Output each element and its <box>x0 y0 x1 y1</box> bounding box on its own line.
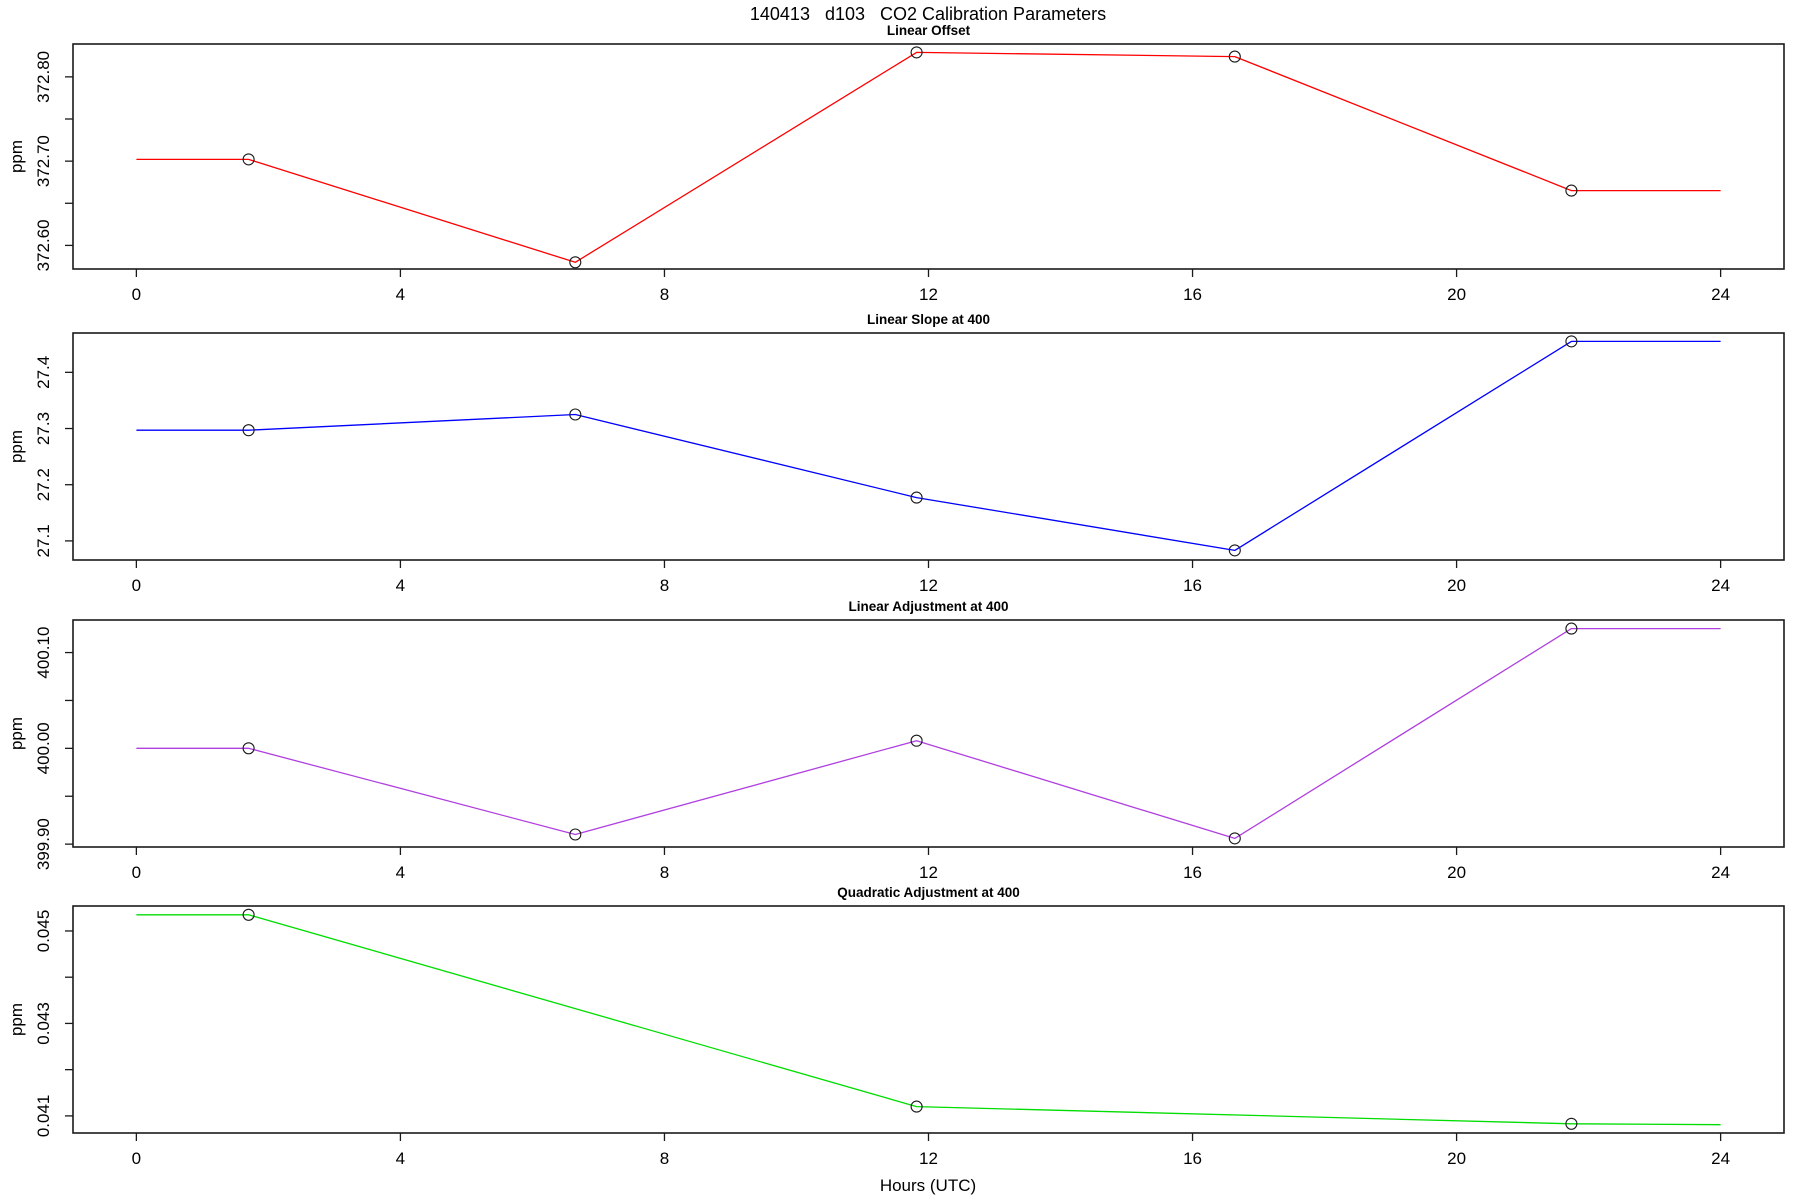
x-tick-label: 24 <box>1711 1149 1730 1168</box>
data-point-marker <box>1228 544 1241 557</box>
x-tick-label: 0 <box>132 285 141 304</box>
data-point-marker <box>1228 832 1241 845</box>
data-point-marker <box>242 153 255 166</box>
x-tick-label: 20 <box>1447 1149 1466 1168</box>
data-point-marker <box>1565 184 1578 197</box>
data-point-marker <box>569 256 582 269</box>
x-tick-label: 12 <box>919 576 938 595</box>
y-tick-label: 27.4 <box>34 356 53 389</box>
data-point-marker <box>242 908 255 921</box>
panel-box <box>72 43 1785 270</box>
x-tick-label: 0 <box>132 576 141 595</box>
y-axis-label: ppm <box>7 140 26 173</box>
data-point-marker <box>569 408 582 421</box>
y-tick-label: 27.2 <box>34 468 53 501</box>
data-point-marker <box>242 742 255 755</box>
y-tick-label: 372.60 <box>34 219 53 271</box>
data-point-marker <box>910 46 923 59</box>
data-line <box>136 340 1721 552</box>
panel-linear-adjustment-at-400: Linear Adjustment at 400 0 4 8 12 16 20 24 399.9… <box>7 599 1785 882</box>
x-tick-label: 4 <box>396 576 405 595</box>
x-tick-label: 8 <box>660 1149 669 1168</box>
y-tick-label: 0.041 <box>34 1095 53 1138</box>
x-tick-label: 0 <box>132 863 141 882</box>
x-tick-label: 16 <box>1183 576 1202 595</box>
panel-linear-slope-at-400: Linear Slope at 400 0 4 8 12 16 20 24 27.1 27.2 27… <box>7 312 1785 595</box>
data-point-marker <box>1565 1117 1578 1130</box>
x-tick-label: 16 <box>1183 1149 1202 1168</box>
y-tick-label: 27.3 <box>34 412 53 445</box>
x-tick-label: 16 <box>1183 863 1202 882</box>
panel-title: Linear Adjustment at 400 <box>848 599 1008 614</box>
x-tick-label: 4 <box>396 1149 405 1168</box>
panel-title: Quadratic Adjustment at 400 <box>837 885 1020 900</box>
y-tick-label: 399.90 <box>34 818 53 870</box>
y-tick-label: 400.00 <box>34 722 53 774</box>
y-tick-label: 400.10 <box>34 627 53 679</box>
x-tick-label: 16 <box>1183 285 1202 304</box>
data-point-marker <box>1565 335 1578 348</box>
panel-linear-offset: Linear Offset 0 4 8 12 16 20 24 372.60 372.70 372.… <box>7 23 1785 304</box>
x-tick-label: 12 <box>919 1149 938 1168</box>
y-tick-label: 0.045 <box>34 910 53 953</box>
data-point-marker <box>910 1100 923 1113</box>
data-line <box>136 627 1721 840</box>
x-tick-label: 24 <box>1711 863 1730 882</box>
data-point-marker <box>910 491 923 504</box>
x-tick-label: 4 <box>396 285 405 304</box>
x-tick-label: 8 <box>660 576 669 595</box>
data-point-marker <box>242 424 255 437</box>
x-tick-label: 24 <box>1711 285 1730 304</box>
x-tick-label: 4 <box>396 863 405 882</box>
x-tick-label: 20 <box>1447 576 1466 595</box>
data-line <box>136 914 1721 1126</box>
y-tick-label: 0.043 <box>34 1002 53 1045</box>
data-point-marker <box>910 734 923 747</box>
y-axis-label: ppm <box>7 430 26 463</box>
panel-box <box>72 905 1785 1134</box>
data-point-marker <box>1228 50 1241 63</box>
x-tick-label: 12 <box>919 863 938 882</box>
x-tick-label: 24 <box>1711 576 1730 595</box>
y-tick-label: 372.80 <box>34 51 53 103</box>
panel-quadratic-adjustment-at-400: Quadratic Adjustment at 400 0 4 8 12 16 20 24 0.… <box>7 885 1785 1168</box>
data-point-marker <box>569 828 582 841</box>
y-tick-label: 372.70 <box>34 135 53 187</box>
data-line <box>136 51 1721 263</box>
panel-title: Linear Offset <box>887 23 971 38</box>
x-tick-label: 20 <box>1447 863 1466 882</box>
x-tick-label: 8 <box>660 863 669 882</box>
figure-title: 140413 d103 CO2 Calibration Parameters <box>750 4 1106 24</box>
x-tick-label: 0 <box>132 1149 141 1168</box>
x-tick-label: 20 <box>1447 285 1466 304</box>
panel-title: Linear Slope at 400 <box>867 312 990 327</box>
x-tick-label: 8 <box>660 285 669 304</box>
y-axis-label: ppm <box>7 717 26 750</box>
panel-box <box>72 619 1785 848</box>
x-axis-title: Hours (UTC) <box>880 1176 976 1195</box>
data-point-marker <box>1565 622 1578 635</box>
y-tick-label: 27.1 <box>34 524 53 557</box>
panel-box <box>72 332 1785 561</box>
x-tick-label: 12 <box>919 285 938 304</box>
y-axis-label: ppm <box>7 1003 26 1036</box>
